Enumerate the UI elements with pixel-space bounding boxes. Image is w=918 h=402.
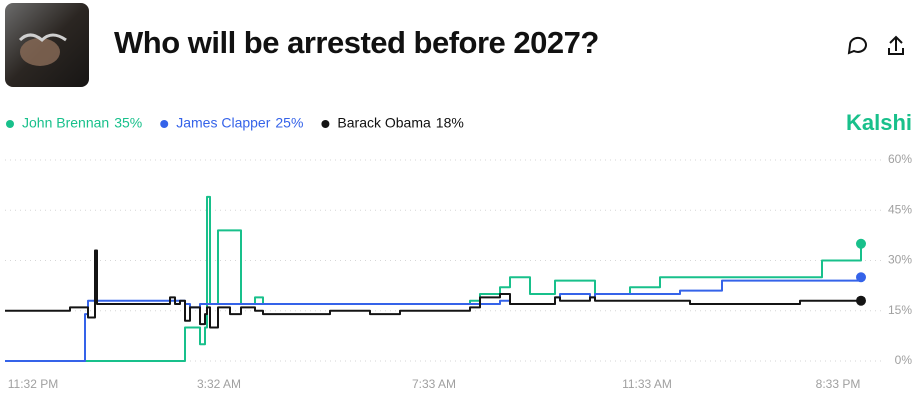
x-tick-label: 11:32 PM — [8, 377, 58, 391]
x-tick-label: 3:32 AM — [197, 377, 241, 391]
y-tick-label: 0% — [895, 353, 913, 367]
legend-value: 25% — [275, 115, 303, 131]
y-tick-label: 15% — [888, 303, 912, 317]
y-tick-label: 60% — [888, 152, 912, 166]
legend-value: 35% — [114, 115, 142, 131]
share-icon[interactable] — [888, 35, 904, 55]
series-line — [5, 277, 862, 362]
end-dot — [856, 238, 866, 249]
x-tick-label: 11:33 AM — [622, 377, 672, 391]
y-tick-label: 30% — [888, 253, 912, 267]
legend-dot — [321, 120, 330, 128]
series-line — [5, 195, 862, 362]
end-dot — [856, 295, 866, 306]
y-tick-label: 45% — [888, 202, 912, 216]
thumbnail — [5, 3, 89, 87]
legend-label: Barack Obama — [337, 115, 431, 131]
comment-icon[interactable] — [847, 36, 867, 55]
brand: Kalshi — [846, 110, 912, 135]
end-dot — [856, 272, 866, 283]
series-line — [5, 249, 861, 329]
legend-label: James Clapper — [176, 115, 270, 131]
x-tick-label: 8:33 PM — [816, 377, 861, 391]
legend-dot — [160, 120, 169, 128]
legend-dot — [6, 120, 14, 128]
legend-value: 18% — [436, 115, 464, 131]
x-tick-label: 7:33 AM — [412, 377, 456, 391]
chart-title: Who will be arrested before 2027? — [114, 25, 599, 60]
legend-label: John Brennan — [22, 115, 109, 131]
